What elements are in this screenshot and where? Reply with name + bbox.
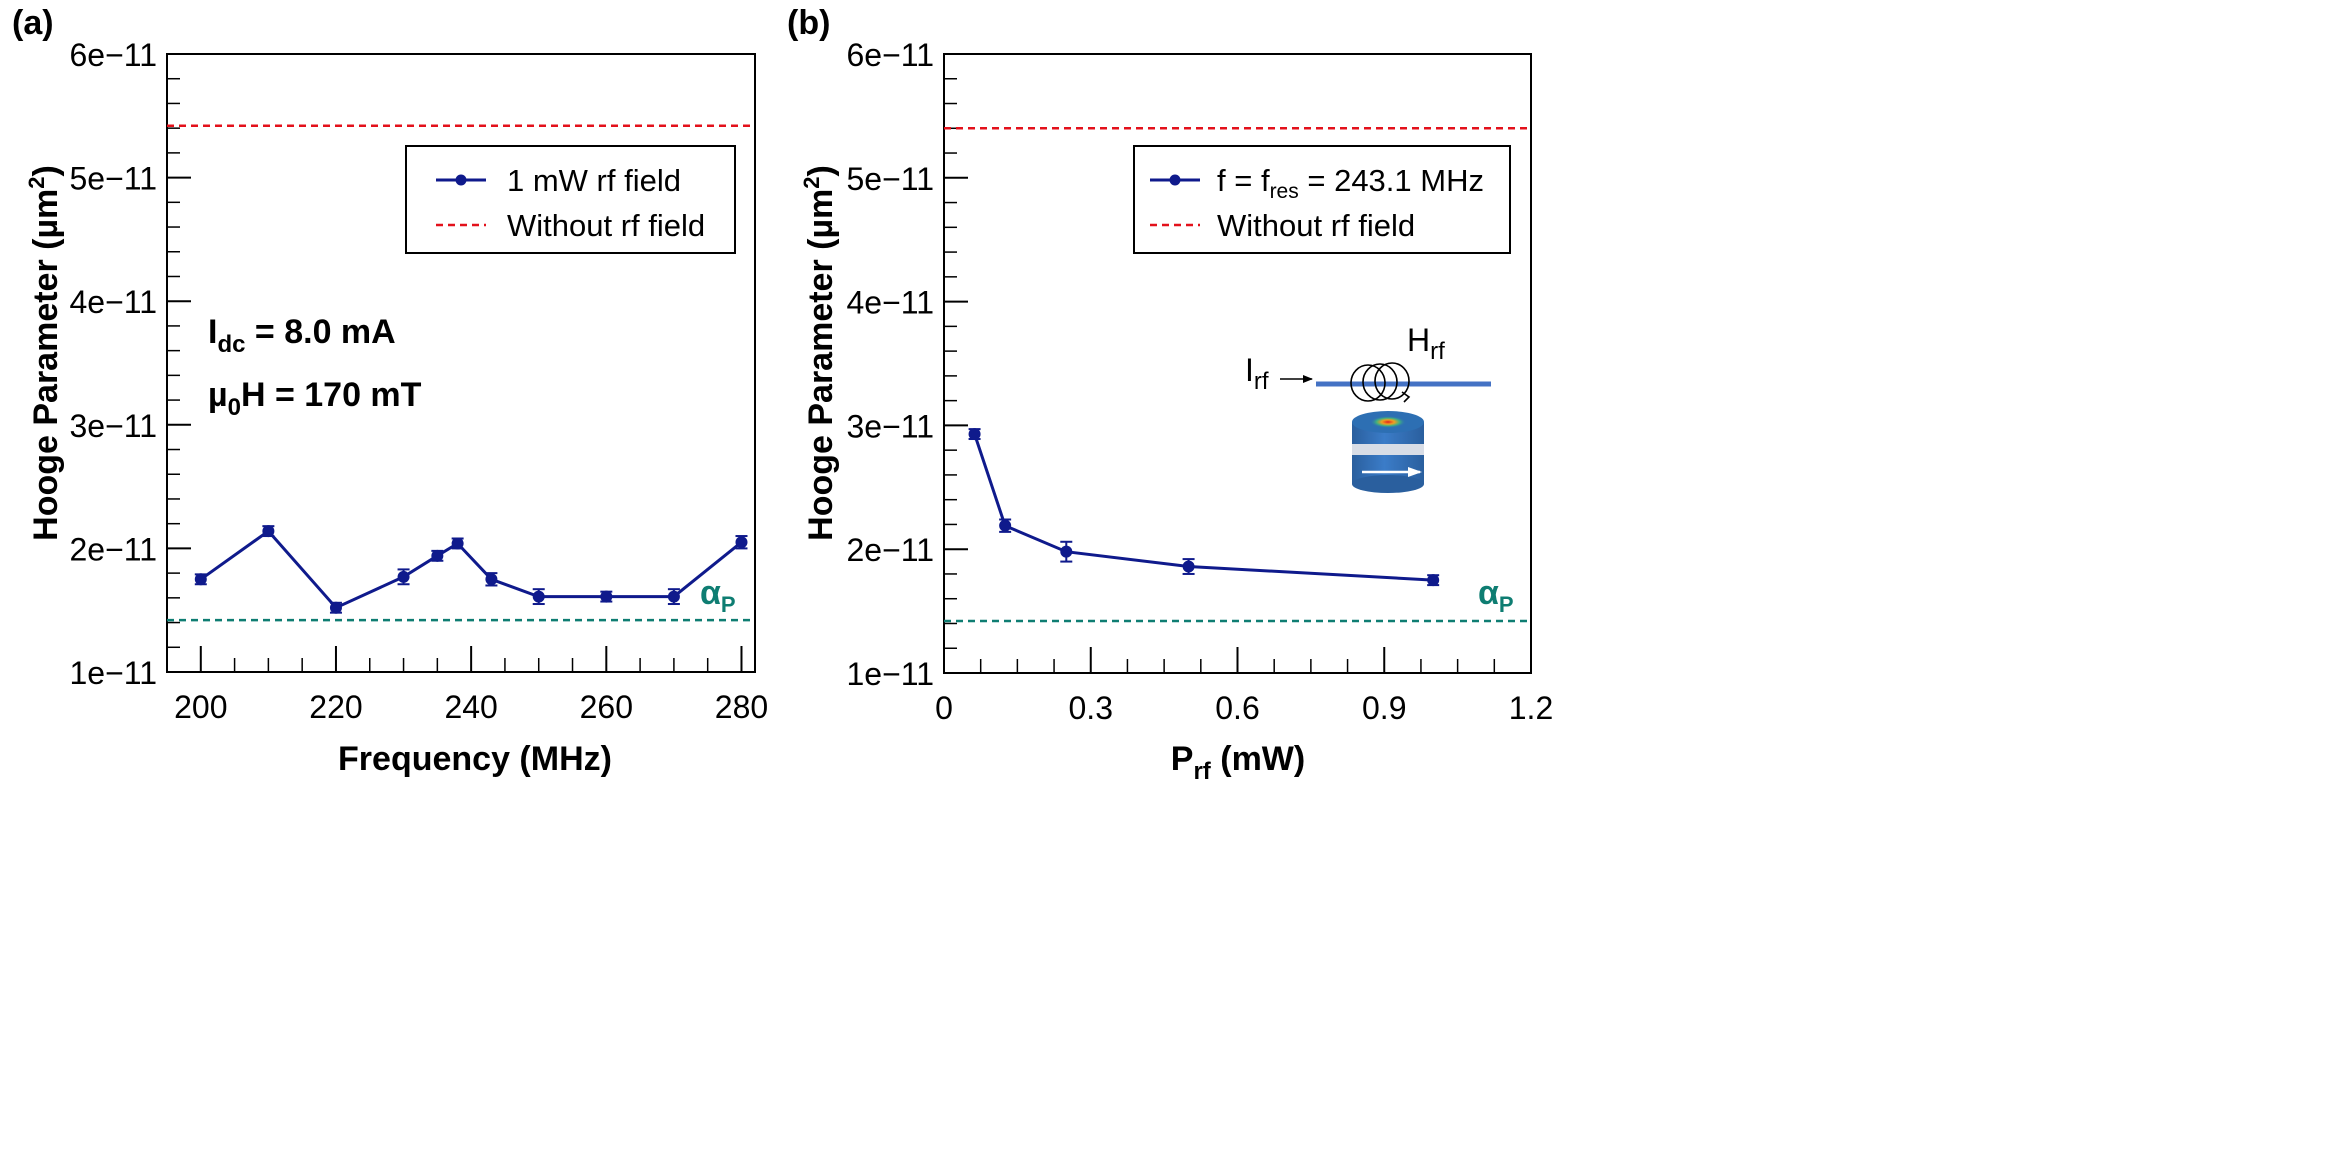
data-point bbox=[600, 590, 613, 603]
panel-a-idc-annotation: Idc = 8.0 mA bbox=[208, 313, 396, 358]
inset-nanopillar-icon bbox=[1352, 411, 1424, 493]
panel-b-legend-series-label: f = fres = 243.1 MHz bbox=[1217, 163, 1484, 203]
panel-a-series-line bbox=[199, 529, 743, 610]
panel-b-x-axis-title: Prf (mW) bbox=[1171, 740, 1305, 785]
panel-a-legend-series-label: 1 mW rf field bbox=[507, 163, 681, 198]
panel-b-legend-box bbox=[1133, 145, 1511, 254]
panel-b-y-axis: 1e−11 2e−11 3e−11 4e−11 5e−11 6e−11 bbox=[847, 37, 968, 692]
x-tick-label: 0 bbox=[935, 690, 953, 726]
panel-a-y-axis: 1e−11 2e−11 3e−11 4e−11 5e−11 6e−11 bbox=[70, 37, 191, 691]
y-tick-label: 4e−11 bbox=[70, 284, 158, 320]
x-tick-label: 260 bbox=[580, 689, 633, 725]
panel-a-field-annotation: µ0H = 170 mT bbox=[208, 376, 422, 421]
y-tick-label: 3e−11 bbox=[70, 408, 158, 444]
x-tick-label: 280 bbox=[715, 689, 768, 725]
panel-a-legend: 1 mW rf field Without rf field bbox=[405, 145, 736, 254]
y-tick-label: 2e−11 bbox=[70, 531, 158, 567]
x-tick-label: 240 bbox=[444, 689, 497, 725]
data-point bbox=[667, 590, 680, 603]
data-point bbox=[968, 428, 981, 441]
panel-a-label: (a) bbox=[12, 4, 54, 42]
panel-a-legend-box bbox=[405, 145, 736, 254]
y-tick-label: 6e−11 bbox=[847, 37, 935, 73]
panel-a-alpha-label: αP bbox=[700, 574, 736, 617]
panel-b-legend: f = fres = 243.1 MHz Without rf field bbox=[1133, 145, 1511, 254]
panel-b-inset-schematic: Hrf Irf bbox=[1245, 322, 1491, 493]
data-point bbox=[1427, 574, 1440, 587]
panel-a-y-axis-title: Hooge Parameter (µm2) bbox=[24, 165, 65, 541]
y-tick-label: 4e−11 bbox=[847, 285, 935, 321]
x-tick-label: 220 bbox=[309, 689, 362, 725]
y-tick-label: 5e−11 bbox=[70, 161, 158, 197]
panel-b-x-axis: 0 0.3 0.6 0.9 1.2 bbox=[935, 647, 1553, 726]
inset-hrf-label: Hrf bbox=[1407, 322, 1445, 365]
y-tick-label: 3e−11 bbox=[847, 408, 935, 444]
panel-a-plot-frame bbox=[166, 53, 756, 673]
data-point bbox=[194, 573, 207, 586]
data-point bbox=[262, 525, 275, 538]
panel-b-alpha-label: αP bbox=[1478, 574, 1514, 617]
data-point bbox=[1060, 545, 1073, 558]
x-tick-label: 0.9 bbox=[1362, 690, 1406, 726]
y-tick-label: 6e−11 bbox=[70, 37, 158, 73]
data-point bbox=[999, 519, 1012, 532]
y-tick-label: 5e−11 bbox=[847, 161, 935, 197]
panel-a-x-axis-title: Frequency (MHz) bbox=[338, 740, 612, 778]
x-tick-label: 200 bbox=[174, 689, 227, 725]
panel-a-series-points bbox=[194, 525, 748, 614]
inset-field-loops-icon bbox=[1350, 362, 1411, 403]
data-point bbox=[735, 536, 748, 549]
panel-a-legend-ref-label: Without rf field bbox=[507, 208, 705, 243]
data-point bbox=[431, 549, 444, 562]
x-tick-label: 1.2 bbox=[1509, 690, 1553, 726]
panel-b-legend-series-marker bbox=[1169, 174, 1181, 186]
x-tick-label: 0.6 bbox=[1215, 690, 1259, 726]
panel-b-label: (b) bbox=[787, 4, 830, 42]
panel-a-x-axis: 200 220 240 260 280 bbox=[166, 646, 768, 725]
data-point bbox=[485, 573, 498, 586]
data-point bbox=[532, 590, 545, 603]
panel-a: (a) 1e−11 2e−11 3e−11 4e−11 5e−11 6e−11 200 22… bbox=[12, 4, 768, 778]
panel-b-y-axis-title: Hooge Parameter (µm2) bbox=[799, 165, 840, 541]
panel-b-series-points bbox=[968, 428, 1440, 587]
x-tick-label: 0.3 bbox=[1069, 690, 1113, 726]
data-point bbox=[329, 601, 342, 614]
y-tick-label: 1e−11 bbox=[847, 656, 935, 692]
data-point bbox=[397, 570, 410, 583]
data-point bbox=[451, 537, 464, 550]
y-tick-label: 2e−11 bbox=[847, 532, 935, 568]
inset-irf-label: Irf bbox=[1245, 352, 1269, 395]
panel-a-legend-series-marker bbox=[455, 174, 467, 186]
data-point bbox=[1182, 560, 1195, 573]
panel-b-legend-ref-label: Without rf field bbox=[1217, 208, 1415, 243]
y-tick-label: 1e−11 bbox=[70, 655, 158, 691]
